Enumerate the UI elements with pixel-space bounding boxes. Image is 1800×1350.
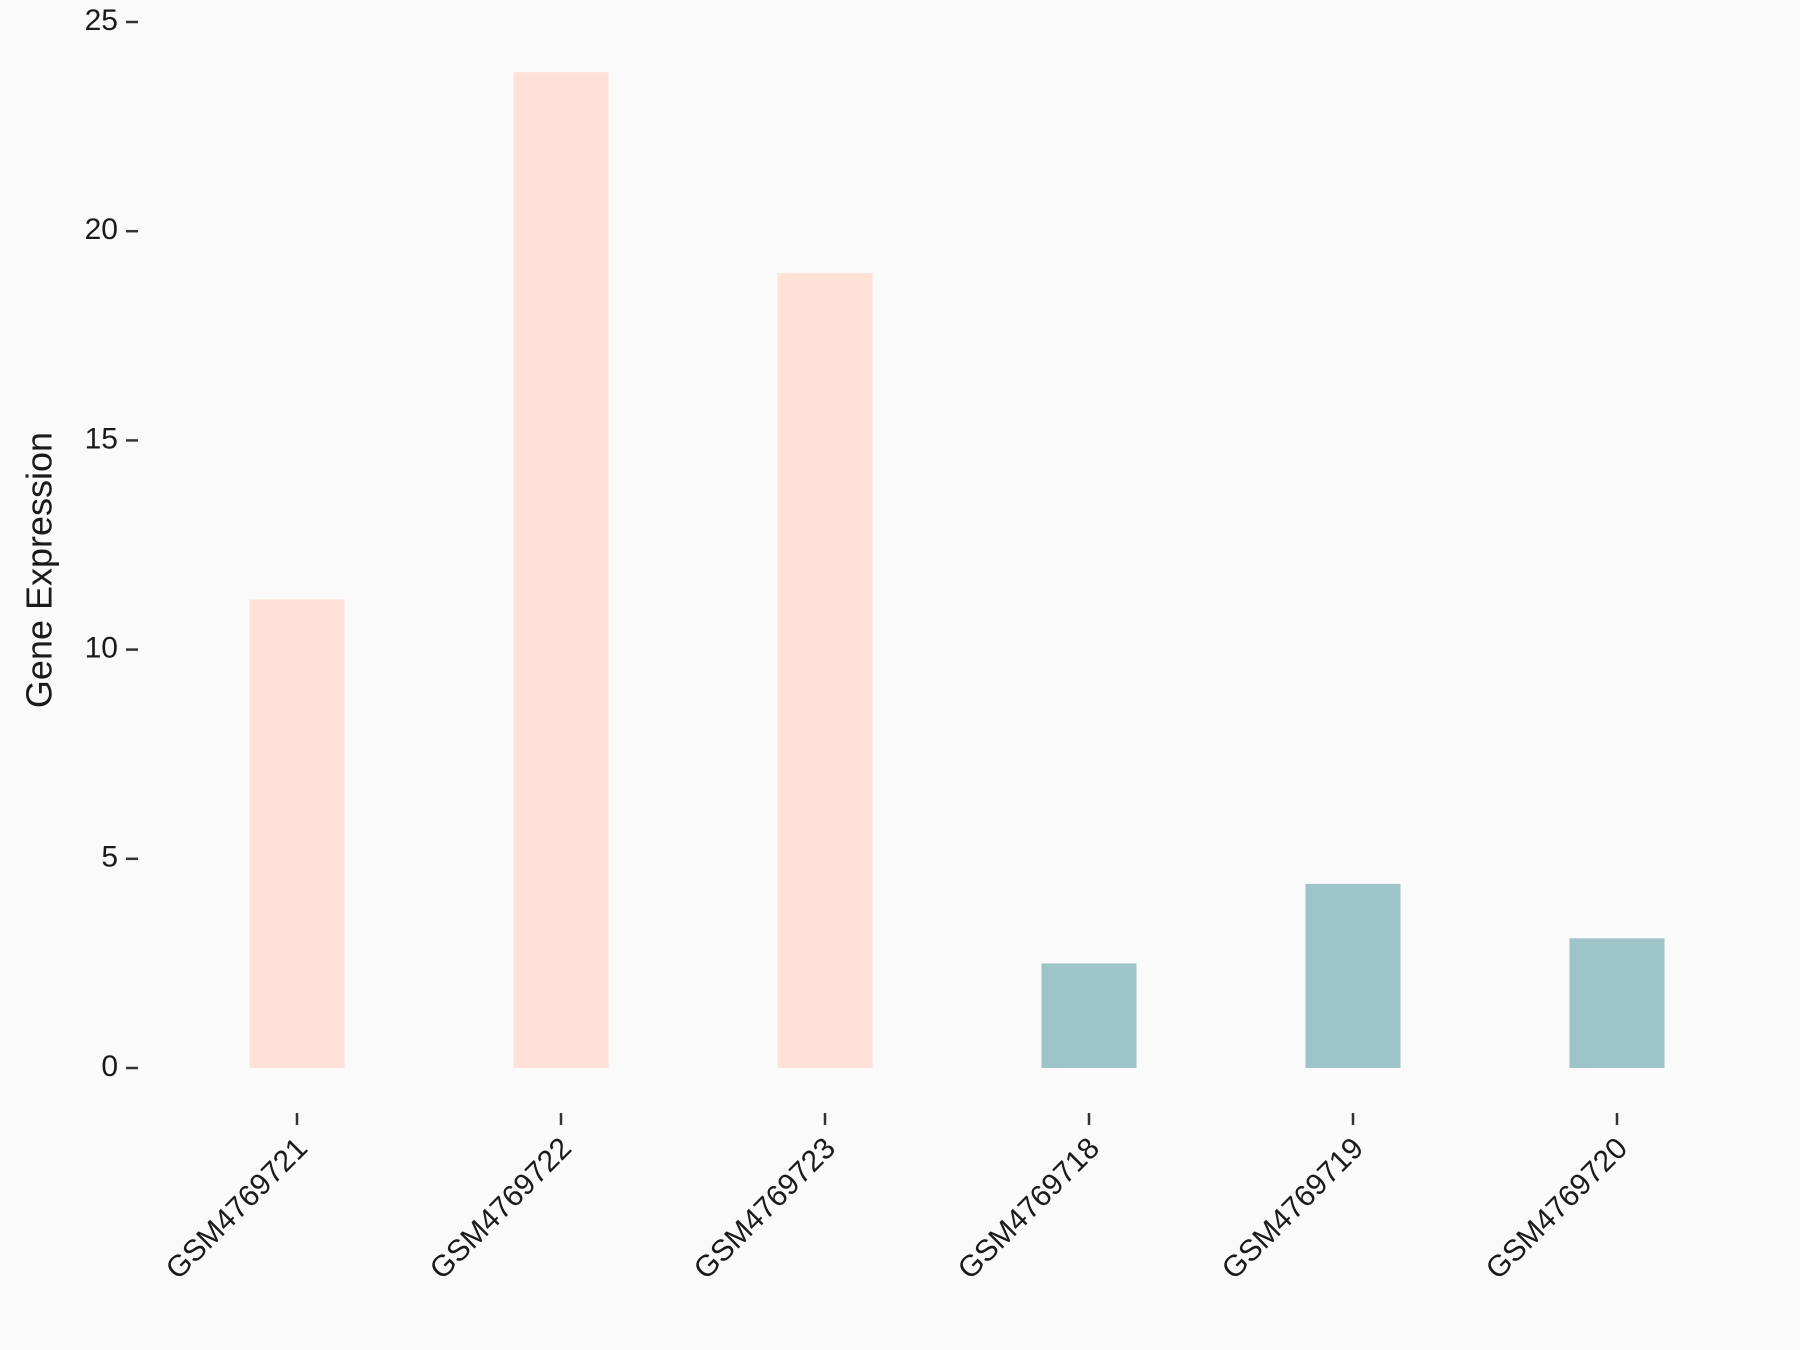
- x-tick-label: GSM4769721: [160, 1132, 314, 1286]
- y-tick-label: 20: [85, 213, 118, 246]
- x-tick-label: GSM4769722: [424, 1132, 578, 1286]
- bar: [249, 599, 345, 1068]
- x-tick-label: GSM4769718: [952, 1132, 1106, 1286]
- y-axis-title: Gene Expression: [19, 432, 60, 708]
- y-tick-label: 25: [85, 4, 118, 37]
- y-tick-label: 5: [101, 841, 118, 874]
- y-tick-label: 15: [85, 422, 118, 455]
- y-tick-label: 10: [85, 632, 118, 665]
- bar: [777, 273, 873, 1068]
- y-tick-label: 0: [101, 1050, 118, 1083]
- x-tick-label: GSM4769723: [688, 1132, 842, 1286]
- bar: [1041, 963, 1137, 1068]
- x-tick-label: GSM4769719: [1216, 1132, 1370, 1286]
- x-tick-label: GSM4769720: [1480, 1132, 1634, 1286]
- bar: [1569, 938, 1665, 1068]
- bar: [1305, 883, 1401, 1068]
- bar: [513, 72, 609, 1068]
